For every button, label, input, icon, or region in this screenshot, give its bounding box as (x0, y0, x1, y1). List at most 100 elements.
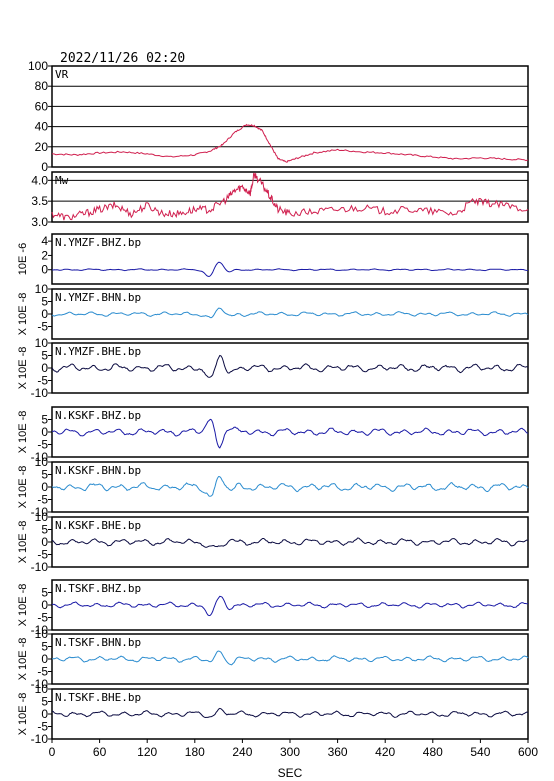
x-tick-label: 300 (280, 745, 300, 759)
y-tick-label: 10 (35, 336, 49, 350)
y-tick-label: 5 (41, 640, 48, 654)
y-tick-label: -10 (31, 560, 49, 574)
panel-frame (51, 233, 529, 285)
y-tick-label: 4.0 (31, 173, 48, 187)
y-axis-label: X 10E -8 (17, 584, 29, 627)
panel-label: N.TSKF.BHZ.bp (55, 582, 141, 595)
y-tick-label: -10 (31, 386, 49, 400)
y-tick-label: 10 (35, 682, 49, 696)
y-tick-label: 0 (41, 598, 48, 612)
y-tick-label: -10 (31, 623, 49, 637)
y-tick-label: 2 (41, 248, 48, 262)
panel-label: N.KSKF.BHZ.bp (55, 409, 141, 422)
x-tick-label: 480 (423, 745, 443, 759)
y-tick-label: -10 (31, 732, 49, 746)
series-line-tskf-bhz (52, 595, 529, 617)
y-tick-label: -5 (37, 493, 48, 507)
y-tick-label: -10 (31, 450, 49, 464)
y-tick-label: 20 (35, 140, 49, 154)
panel-label: N.KSKF.BHE.bp (55, 519, 141, 532)
y-tick-label: 80 (35, 79, 49, 93)
panel-label: N.KSKF.BHN.bp (55, 464, 141, 477)
y-tick-label: 5 (41, 295, 48, 309)
y-axis-label: X 10E -8 (17, 293, 29, 336)
y-tick-label: 0 (41, 480, 48, 494)
x-axis-label: SEC (278, 766, 303, 780)
y-tick-label: 0 (41, 160, 48, 174)
y-tick-label: -5 (37, 374, 48, 388)
y-tick-label: -10 (31, 677, 49, 691)
panel-frame (51, 65, 529, 168)
panel-label: VR (55, 68, 69, 81)
y-tick-label: 5 (41, 349, 48, 363)
y-tick-label: 10 (35, 455, 49, 469)
panel-label: N.TSKF.BHN.bp (55, 636, 141, 649)
y-tick-label: -5 (37, 720, 48, 734)
series-line-vr (52, 123, 529, 163)
y-tick-label: 5 (41, 523, 48, 537)
y-tick-label: 10 (35, 627, 49, 641)
panel-vr: 0 20 40 60 80 100 VR (28, 59, 529, 174)
y-tick-label: -5 (37, 320, 48, 334)
y-tick-label: -5 (37, 548, 48, 562)
x-tick-label: 420 (375, 745, 395, 759)
panel-ymzf-bhz: 024 10E -6 N.YMZF.BHZ.bp (17, 233, 529, 285)
datetime-header: 2022/11/26 02:20 (60, 51, 185, 66)
panel-tskf-bhz: -10-505 X 10E -8 N.TSKF.BHZ.bp (17, 579, 529, 637)
y-tick-label: 0 (41, 535, 48, 549)
panel-label: N.YMZF.BHN.bp (55, 291, 141, 304)
series-line-kskf-bhn (51, 475, 529, 497)
series-line-ymzf-bhz (51, 261, 529, 278)
y-axis-label: X 10E -8 (17, 466, 29, 509)
x-tick-label: 540 (470, 745, 490, 759)
y-tick-label: 0 (41, 361, 48, 375)
y-tick-label: -5 (37, 438, 48, 452)
panel-kskf-bhz: -10-505 X 10E -8 N.KSKF.BHZ.bp (17, 406, 529, 464)
y-tick-label: 3.5 (31, 194, 48, 208)
y-axis-label: X 10E -8 (17, 638, 29, 681)
panel-frame (51, 171, 529, 223)
y-axis-label: X 10E -8 (17, 693, 29, 736)
x-tick-label: 60 (93, 745, 107, 759)
y-tick-label: 5 (41, 468, 48, 482)
y-tick-label: 0 (41, 425, 48, 439)
series-line-kskf-bhe (51, 537, 529, 548)
y-tick-label: 3.0 (31, 215, 48, 229)
series-line-ymzf-bhe (51, 354, 529, 378)
y-axis-label: X 10E -8 (17, 521, 29, 564)
y-tick-label: -5 (37, 611, 48, 625)
y-axis-label: X 10E -8 (17, 347, 29, 390)
y-tick-label: 100 (28, 59, 48, 73)
y-tick-label: 0 (41, 263, 48, 277)
x-tick-label: 240 (232, 745, 252, 759)
series-line-ymzf-bhn (51, 307, 529, 319)
y-axis-label: X 10E -8 (17, 411, 29, 454)
series-line-tskf-bhn (51, 650, 529, 666)
y-tick-label: 5 (41, 695, 48, 709)
y-tick-label: 0 (41, 652, 48, 666)
y-tick-label: -10 (31, 505, 49, 519)
y-axis-label: 10E -6 (17, 243, 29, 275)
y-tick-label: -5 (37, 665, 48, 679)
x-tick-label: 600 (518, 745, 538, 759)
x-tick-label: 0 (49, 745, 56, 759)
y-tick-label: 0 (41, 707, 48, 721)
y-tick-label: 4 (41, 234, 48, 248)
series-line-tskf-bhe (51, 707, 529, 719)
y-tick-label: 40 (35, 120, 49, 134)
y-tick-label: 0 (41, 307, 48, 321)
y-tick-label: 10 (35, 282, 49, 296)
panel-mw: 3.0 3.5 4.0 Mw (31, 171, 529, 229)
y-tick-label: 5 (41, 413, 48, 427)
series-line-mw (51, 172, 529, 221)
panel-label: N.YMZF.BHE.bp (55, 345, 141, 358)
y-tick-label: 60 (35, 99, 49, 113)
x-tick-label: 120 (137, 745, 157, 759)
